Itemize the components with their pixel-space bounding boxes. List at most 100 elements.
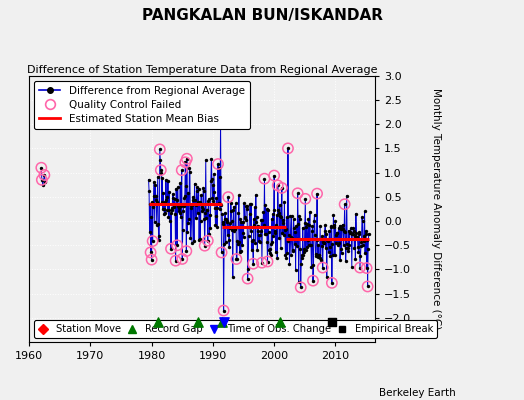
Point <box>169 204 178 210</box>
Point <box>264 258 272 265</box>
Point <box>281 226 289 233</box>
Point <box>282 226 290 232</box>
Point <box>357 242 365 249</box>
Point <box>344 244 352 251</box>
Point <box>263 239 271 245</box>
Point <box>286 234 294 241</box>
Point <box>290 240 299 247</box>
Point <box>243 206 251 212</box>
Point <box>211 222 220 228</box>
Text: Berkeley Earth: Berkeley Earth <box>379 388 456 398</box>
Point <box>165 189 173 195</box>
Point <box>251 240 259 246</box>
Point <box>180 203 188 210</box>
Point <box>37 164 46 171</box>
Point <box>333 230 341 236</box>
Point <box>340 242 348 248</box>
Point <box>216 116 225 122</box>
Point <box>302 246 310 253</box>
Point <box>216 206 224 212</box>
Point <box>147 256 156 263</box>
Point <box>239 233 248 240</box>
Point <box>273 254 281 261</box>
Point <box>208 194 216 201</box>
Point <box>301 220 309 226</box>
Point <box>319 239 328 245</box>
Point <box>268 239 276 245</box>
Point <box>219 218 227 225</box>
Point <box>276 318 285 325</box>
Point <box>209 198 217 204</box>
Point <box>279 220 288 226</box>
Point <box>270 172 278 179</box>
Point <box>351 256 359 262</box>
Point <box>329 212 337 218</box>
Point <box>285 232 293 238</box>
Point <box>347 264 356 270</box>
Point <box>173 242 181 248</box>
Point <box>346 229 354 235</box>
Point <box>206 225 214 232</box>
Point <box>188 240 196 246</box>
Point <box>311 232 319 238</box>
Point <box>223 218 231 224</box>
Point <box>283 250 292 257</box>
Point <box>264 258 272 265</box>
Point <box>233 238 242 244</box>
Point <box>152 222 161 228</box>
Point <box>256 239 264 245</box>
Point <box>238 242 246 248</box>
Point <box>260 176 269 182</box>
Point <box>179 208 188 214</box>
Point <box>267 216 276 222</box>
Point <box>162 197 171 204</box>
Point <box>285 238 293 244</box>
Point <box>212 195 221 202</box>
Point <box>236 216 245 222</box>
Point <box>304 216 313 222</box>
Point <box>165 214 173 221</box>
Point <box>248 237 256 244</box>
Point <box>325 244 334 250</box>
Point <box>271 228 279 234</box>
Point <box>174 208 183 214</box>
Point <box>161 210 170 216</box>
Point <box>260 176 269 182</box>
Point <box>163 194 171 200</box>
Point <box>335 240 343 246</box>
Point <box>211 205 219 212</box>
Point <box>179 227 187 233</box>
Point <box>247 247 256 254</box>
Point <box>250 222 258 228</box>
Point <box>183 156 191 162</box>
Point <box>359 238 368 244</box>
Point <box>353 234 362 240</box>
Point <box>282 254 291 261</box>
Point <box>156 157 165 163</box>
Point <box>300 246 308 252</box>
Point <box>274 182 282 188</box>
Point <box>277 214 286 220</box>
Point <box>227 218 236 224</box>
Point <box>217 249 226 256</box>
Point <box>280 231 288 238</box>
Point <box>320 240 329 246</box>
Point <box>289 216 298 222</box>
Point <box>352 210 360 217</box>
Point <box>214 161 222 167</box>
Point <box>171 258 180 264</box>
Point <box>361 250 369 256</box>
Point <box>161 198 169 205</box>
Point <box>245 233 253 239</box>
Point <box>313 190 321 197</box>
Point <box>153 198 161 205</box>
Point <box>255 237 263 244</box>
Point <box>247 201 255 207</box>
Point <box>158 175 167 182</box>
Point <box>271 248 280 255</box>
Point <box>291 228 299 235</box>
Point <box>276 202 284 208</box>
Point <box>174 203 182 209</box>
Point <box>220 307 228 314</box>
Point <box>346 225 355 232</box>
